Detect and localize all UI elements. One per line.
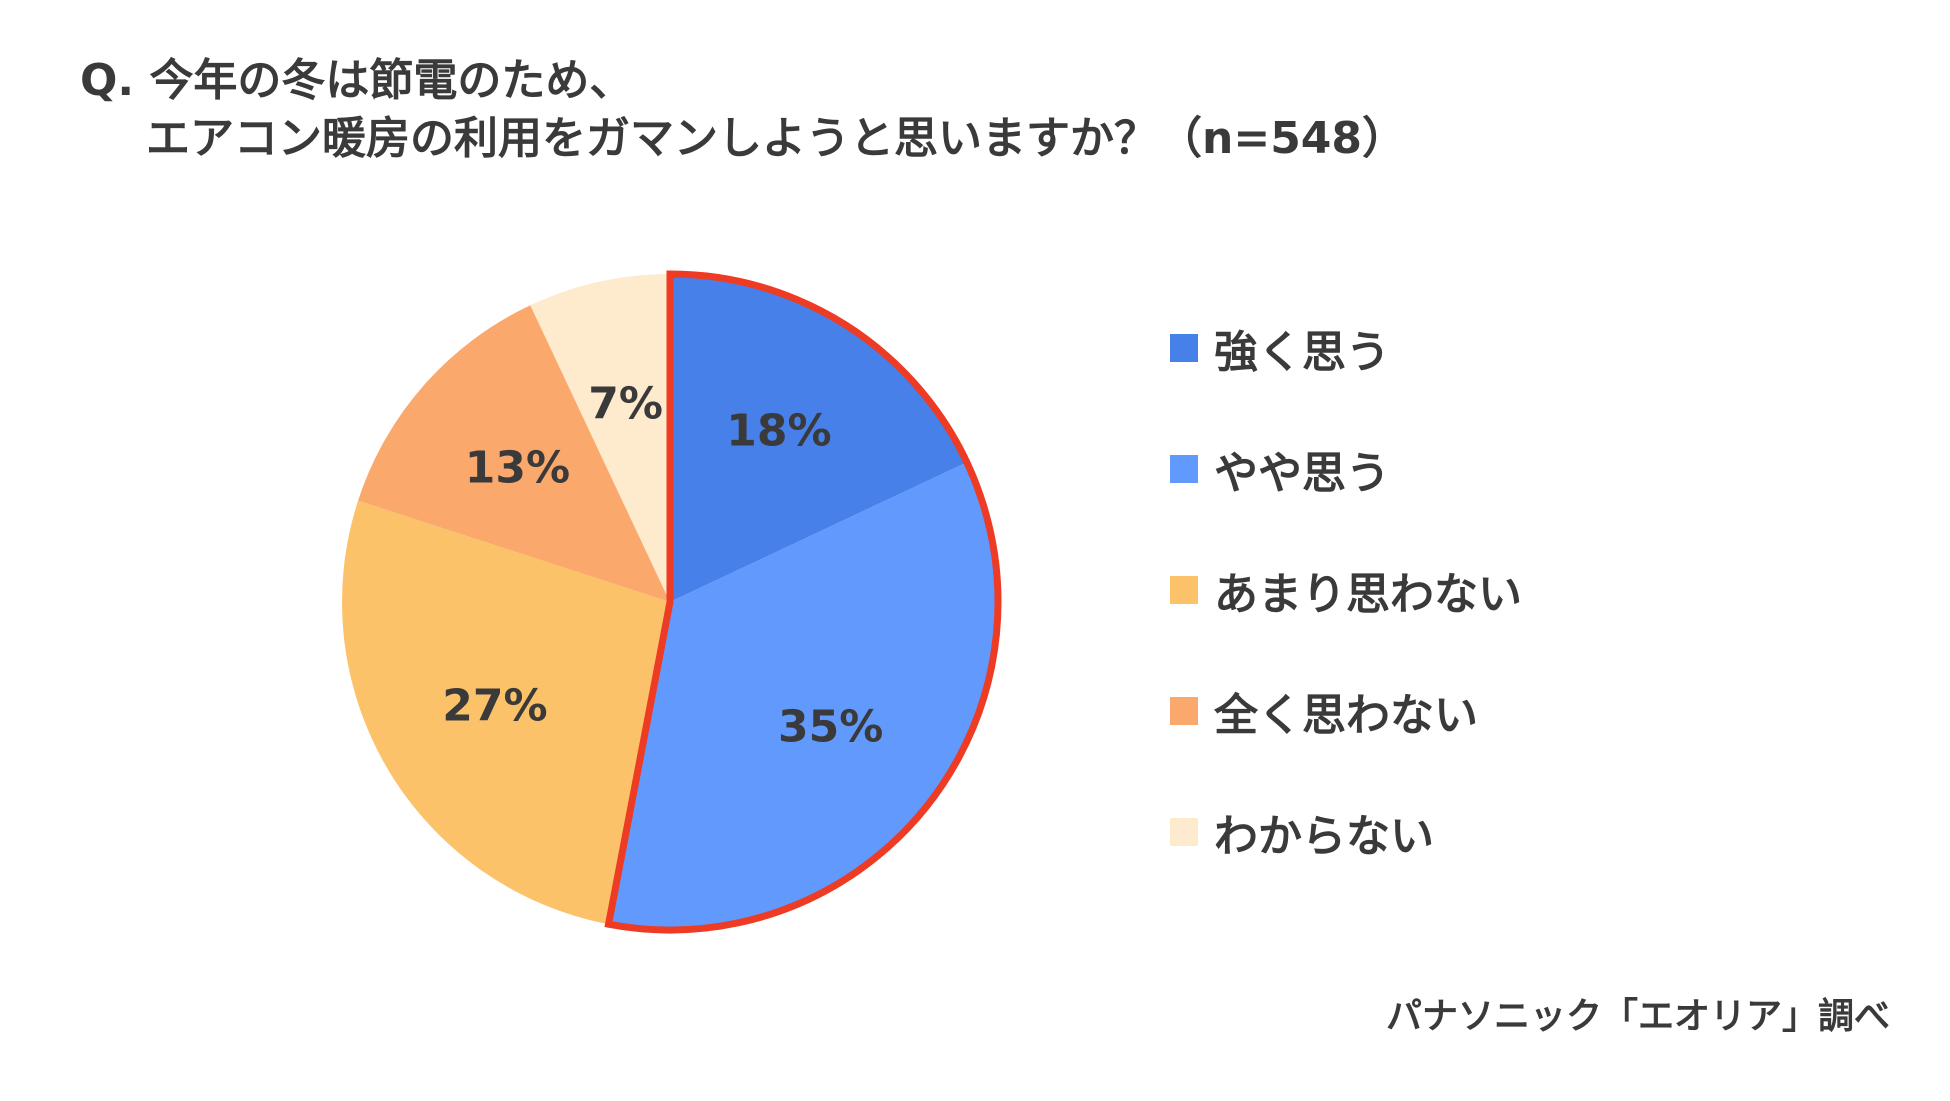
- legend-swatch-strongly-think: [1170, 334, 1198, 362]
- pie-label-not-really: 27%: [442, 681, 547, 732]
- legend-label-not-at-all: 全く思わない: [1214, 690, 1478, 741]
- legend-item-not-really: あまり思わない: [1170, 562, 1522, 620]
- legend-item-dont-know: わからない: [1170, 804, 1522, 862]
- pie-label-strongly-think: 18%: [726, 405, 831, 456]
- legend: 強く思う やや思う あまり思わない 全く思わない わからない: [1170, 320, 1522, 925]
- pie-slice-somewhat-think: [608, 462, 999, 930]
- source-note: パナソニック「エオリア」調べ: [1385, 996, 1890, 1037]
- legend-swatch-not-at-all: [1170, 697, 1198, 725]
- legend-label-strongly-think: 強く思う: [1214, 327, 1390, 378]
- chart-title-line1: Q. 今年の冬は節電のため、: [80, 55, 634, 106]
- pie-slice-strongly-think: [670, 274, 967, 602]
- chart-title: Q. 今年の冬は節電のため、 エアコン暖房の利用をガマンしようと思いますか？（n…: [80, 52, 1406, 168]
- pie-slice-not-at-all: [358, 305, 670, 602]
- pie-label-not-at-all: 13%: [465, 443, 570, 494]
- pie-slices: [342, 274, 999, 930]
- pie-slice-not-really: [342, 500, 670, 925]
- legend-swatch-somewhat-think: [1170, 455, 1198, 483]
- legend-item-not-at-all: 全く思わない: [1170, 683, 1522, 741]
- chart-title-line2: エアコン暖房の利用をガマンしようと思いますか？（n=548）: [146, 113, 1407, 164]
- pie-labels: 18% 35% 27% 13% 7%: [442, 379, 883, 753]
- legend-label-dont-know: わからない: [1214, 811, 1434, 862]
- highlight-outline: [604, 270, 1002, 934]
- legend-item-strongly-think: 強く思う: [1170, 320, 1522, 378]
- legend-item-somewhat-think: やや思う: [1170, 441, 1522, 499]
- pie-label-dont-know: 7%: [588, 379, 663, 430]
- legend-label-somewhat-think: やや思う: [1214, 448, 1390, 499]
- pie-label-somewhat-think: 35%: [778, 702, 883, 753]
- legend-swatch-not-really: [1170, 576, 1198, 604]
- legend-swatch-dont-know: [1170, 818, 1198, 846]
- pie-slice-dont-know: [530, 274, 670, 602]
- legend-label-not-really: あまり思わない: [1214, 569, 1522, 620]
